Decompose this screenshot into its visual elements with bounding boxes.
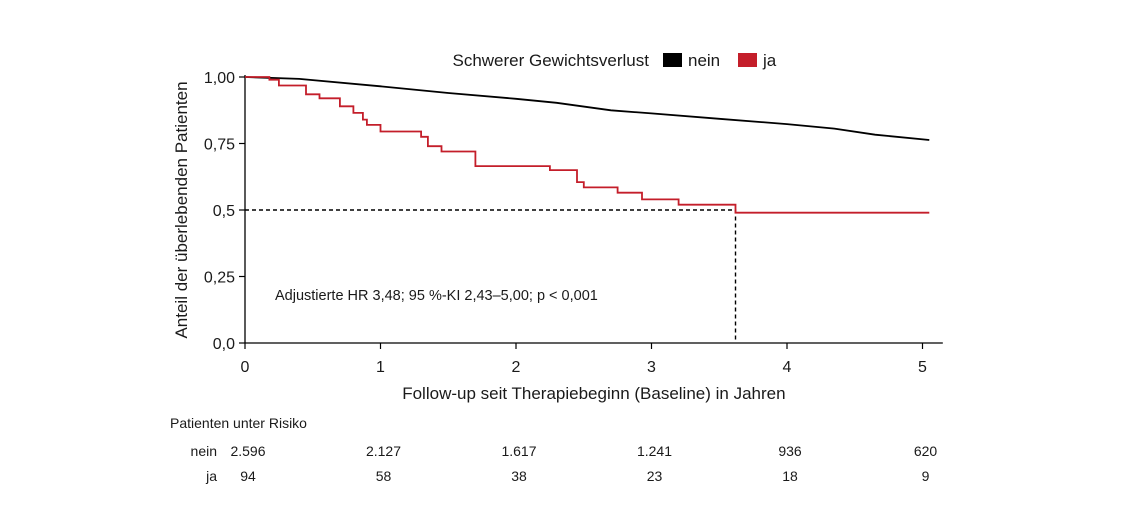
y-tick-label: 0,0	[213, 336, 235, 353]
x-tick-label: 3	[647, 359, 656, 376]
legend-swatch-ja	[738, 53, 757, 67]
risk-value-ja: 23	[647, 468, 663, 484]
risk-value-nein: 1.617	[501, 443, 536, 459]
hr-annotation: Adjustierte HR 3,48; 95 %-KI 2,43–5,00; …	[275, 288, 598, 304]
risk-row-label-ja: ja	[205, 468, 217, 484]
legend-label-nein: nein	[688, 51, 720, 70]
risk-value-nein: 2.127	[366, 443, 401, 459]
y-tick-label: 0,5	[213, 203, 235, 220]
risk-value-nein: 2.596	[230, 443, 265, 459]
risk-value-ja: 38	[511, 468, 527, 484]
risk-value-nein: 1.241	[637, 443, 672, 459]
risk-value-ja: 58	[376, 468, 392, 484]
y-tick-label: 0,75	[204, 137, 235, 154]
legend-swatch-nein	[663, 53, 682, 67]
risk-value-ja: 9	[922, 468, 930, 484]
x-tick-label: 0	[241, 359, 250, 376]
legend-title: Schwerer Gewichtsverlust	[452, 51, 649, 70]
risk-value-ja: 18	[782, 468, 798, 484]
x-axis-title: Follow-up seit Therapiebeginn (Baseline)…	[402, 384, 785, 403]
risk-value-ja: 94	[240, 468, 256, 484]
legend-label-ja: ja	[762, 51, 777, 70]
y-axis-title: Anteil der überlebenden Patienten	[172, 81, 191, 338]
y-tick-label: 1,00	[204, 70, 235, 87]
x-tick-label: 4	[783, 359, 792, 376]
x-tick-label: 2	[512, 359, 521, 376]
risk-table-title: Patienten unter Risiko	[170, 415, 307, 431]
median-reference-line	[245, 209, 737, 343]
x-tick-label: 1	[376, 359, 385, 376]
series-line-ja	[245, 76, 930, 214]
y-tick-label: 0,25	[204, 270, 235, 287]
x-tick-label: 5	[918, 359, 927, 376]
risk-row-label-nein: nein	[191, 443, 217, 459]
risk-value-nein: 620	[914, 443, 938, 459]
risk-value-nein: 936	[778, 443, 802, 459]
series-line-nein	[244, 76, 930, 141]
